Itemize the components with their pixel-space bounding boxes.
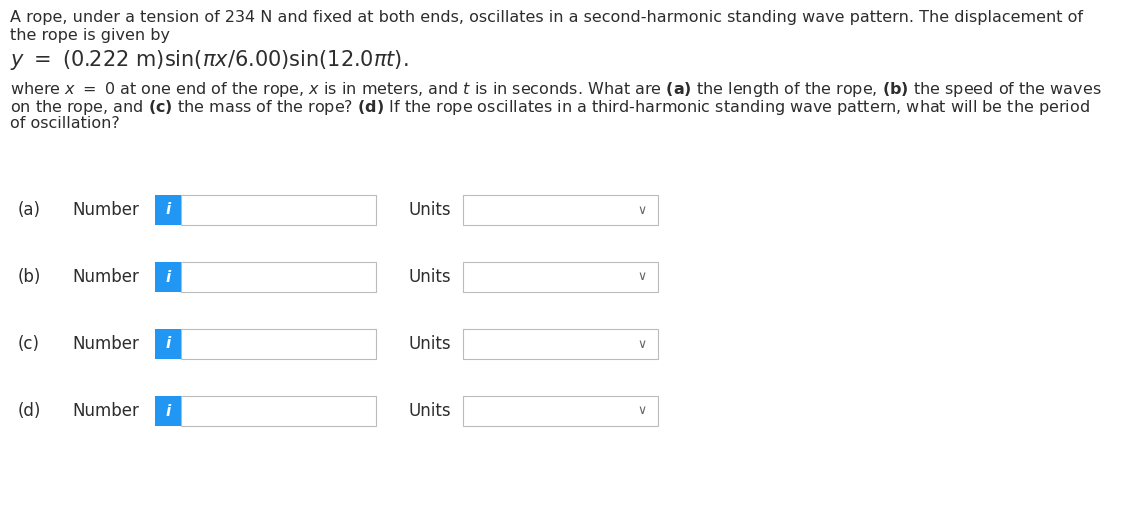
Text: ∨: ∨ (637, 338, 646, 351)
Text: (d): (d) (18, 402, 41, 420)
Text: (a): (a) (18, 201, 41, 219)
FancyBboxPatch shape (181, 262, 376, 292)
FancyBboxPatch shape (181, 396, 376, 426)
Text: where $x\ =\ 0$ at one end of the rope, $x$ is in meters, and $t$ is in seconds.: where $x\ =\ 0$ at one end of the rope, … (10, 80, 1102, 99)
Text: i: i (166, 337, 170, 352)
FancyBboxPatch shape (154, 262, 181, 292)
FancyBboxPatch shape (463, 195, 658, 225)
Text: Units: Units (408, 402, 451, 420)
Text: i: i (166, 404, 170, 418)
Text: Number: Number (72, 335, 138, 353)
FancyBboxPatch shape (154, 396, 181, 426)
Text: (b): (b) (18, 268, 41, 286)
Text: on the rope, and $\mathbf{(c)}$ the mass of the rope? $\mathbf{(d)}$ If the rope: on the rope, and $\mathbf{(c)}$ the mass… (10, 98, 1090, 117)
FancyBboxPatch shape (154, 195, 181, 225)
Text: $y\ =\ \left(0.222\ \mathrm{m}\right)\sin(\pi x/6.00)\sin(12.0\pi t).$: $y\ =\ \left(0.222\ \mathrm{m}\right)\si… (10, 48, 408, 72)
Text: (c): (c) (18, 335, 40, 353)
Text: i: i (166, 203, 170, 217)
Text: ∨: ∨ (637, 404, 646, 417)
FancyBboxPatch shape (463, 396, 658, 426)
Text: ∨: ∨ (637, 204, 646, 216)
Text: Units: Units (408, 335, 451, 353)
Text: Number: Number (72, 402, 138, 420)
FancyBboxPatch shape (154, 329, 181, 359)
Text: ∨: ∨ (637, 270, 646, 284)
Text: Units: Units (408, 268, 451, 286)
FancyBboxPatch shape (463, 329, 658, 359)
Text: i: i (166, 269, 170, 285)
Text: Units: Units (408, 201, 451, 219)
Text: the rope is given by: the rope is given by (10, 28, 170, 43)
Text: A rope, under a tension of 234 N and fixed at both ends, oscillates in a second-: A rope, under a tension of 234 N and fix… (10, 10, 1083, 25)
Text: Number: Number (72, 268, 138, 286)
Text: of oscillation?: of oscillation? (10, 116, 120, 131)
FancyBboxPatch shape (463, 262, 658, 292)
FancyBboxPatch shape (181, 195, 376, 225)
FancyBboxPatch shape (181, 329, 376, 359)
Text: Number: Number (72, 201, 138, 219)
